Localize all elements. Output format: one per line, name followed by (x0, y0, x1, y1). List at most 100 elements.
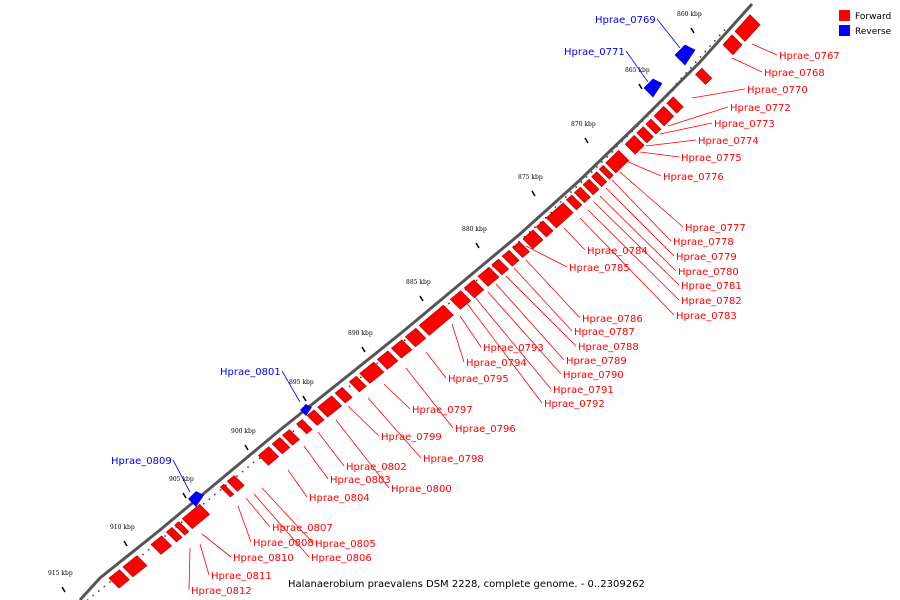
tick-mark (419, 295, 424, 302)
leader-line (367, 397, 422, 459)
scale-dot (181, 521, 183, 523)
leader-line (611, 179, 672, 242)
gene-block-forward (181, 503, 211, 530)
gene-label: Hprae_0783 (676, 311, 737, 322)
gene-label: Hprae_0810 (233, 553, 294, 564)
scale-dot (523, 236, 526, 238)
tick-label: 860 kbp (677, 11, 702, 18)
legend-label-reverse: Reverse (855, 27, 892, 37)
gene-block-reverse (643, 78, 663, 98)
leader-line (525, 245, 568, 268)
gene-block-forward (645, 118, 662, 135)
scale-dot (208, 498, 211, 500)
leader-line (425, 351, 447, 379)
tick-mark (584, 137, 589, 144)
gene-block-forward (722, 34, 743, 56)
leader-line (188, 547, 191, 591)
scale-dot (142, 553, 144, 556)
tick-label: 905 kbp (169, 476, 194, 483)
scale-dot (448, 302, 450, 305)
leader-line (731, 57, 763, 73)
gene-block-forward (165, 526, 183, 543)
label-leader-lines (172, 18, 778, 591)
scale-dot (554, 206, 557, 208)
gene-label: Hprae_0788 (578, 342, 639, 353)
leader-line (451, 323, 465, 363)
tick-mark (123, 540, 128, 547)
gene-label: Hprae_0773 (714, 119, 775, 130)
legend: Forward Reverse (839, 10, 892, 37)
gene-block-forward (695, 67, 713, 85)
leader-line (172, 459, 191, 493)
leader-line (317, 431, 345, 467)
gene-block-forward (348, 375, 367, 393)
gene-block-forward (545, 202, 574, 229)
tick-label: 900 kbp (231, 428, 256, 435)
leader-line (645, 139, 697, 147)
gene-block-forward (359, 361, 385, 384)
gene-label: Hprae_0784 (587, 246, 648, 257)
gene-label: Hprae_0776 (663, 172, 724, 183)
gene-label: Hprae_0786 (582, 314, 643, 325)
scale-dot (718, 34, 721, 37)
gene-label: Hprae_0796 (455, 424, 516, 435)
gene-block-forward (306, 409, 325, 426)
leader-line (261, 487, 314, 544)
gene-block-forward (636, 126, 654, 144)
scale-dot (225, 484, 227, 487)
tick-label: 885 kbp (406, 279, 431, 286)
gene-block-forward (624, 134, 645, 155)
gene-label: Hprae_0801 (220, 367, 281, 378)
scale-dot (103, 585, 106, 588)
scale-dot (518, 240, 520, 243)
tick-label: 915 kbp (48, 570, 73, 577)
scale-dot (709, 45, 711, 47)
tick-marks: 860 kbp 865 kbp 870 kbp 875 kbp 880 kbp 885 k… (48, 11, 702, 593)
gene-label: Hprae_0771 (564, 47, 625, 58)
gene-block-forward (565, 194, 583, 211)
gene-label: Hprae_0797 (412, 405, 473, 416)
leader-line (253, 493, 310, 558)
leader-line (599, 195, 677, 272)
leader-line (625, 50, 649, 83)
gene-blocks (108, 14, 761, 589)
tick-label: 910 kbp (110, 524, 135, 531)
gene-label: Hprae_0795 (448, 374, 509, 385)
scale-dot (616, 145, 618, 148)
gene-label: Hprae_0811 (211, 571, 272, 582)
leader-line (335, 419, 390, 489)
leader-line (513, 267, 573, 332)
gene-block-forward (522, 229, 544, 250)
gene-label: Hprae_0785 (569, 263, 630, 274)
tick-mark (531, 190, 536, 197)
gene-label: Hprae_0806 (311, 553, 372, 564)
legend-swatch-forward (839, 10, 850, 21)
gene-label: Hprae_0793 (483, 343, 544, 354)
tick-mark (302, 395, 307, 402)
gene-block-forward (219, 483, 235, 498)
scale-dot (203, 503, 205, 505)
gene-block-forward (591, 171, 608, 188)
gene-block-forward (334, 386, 353, 404)
leader-line (656, 18, 681, 49)
scale-dot (348, 385, 351, 388)
tick-mark (61, 586, 66, 593)
scale-dot (621, 140, 623, 143)
tick-mark (475, 242, 480, 249)
scale-dot (214, 493, 216, 496)
scale-dot (92, 594, 94, 597)
scale-dot (685, 72, 687, 74)
gene-label: Hprae_0787 (574, 327, 635, 338)
gene-block-forward (463, 279, 485, 299)
leader-line (347, 405, 380, 437)
scale-dot (376, 362, 378, 365)
gene-block-forward (376, 350, 399, 370)
tick-mark (690, 27, 695, 34)
gene-block-forward (734, 14, 761, 42)
gene-label: Hprae_0789 (566, 356, 627, 367)
scale-dot (596, 166, 598, 168)
gene-block-forward (598, 164, 614, 180)
genome-caption: Halanaerobium praevalens DSM 2228, compl… (288, 579, 645, 590)
legend-label-forward: Forward (855, 12, 891, 22)
